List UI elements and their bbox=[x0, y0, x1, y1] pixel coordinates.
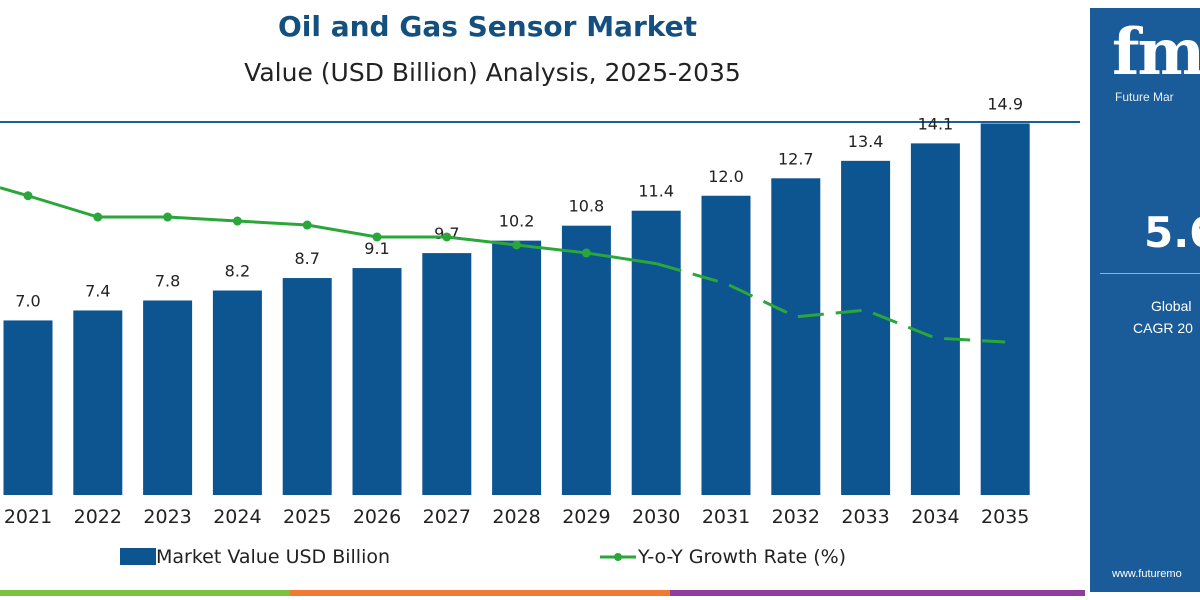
bar-value-label-2034: 14.1 bbox=[918, 114, 954, 133]
bar-2033 bbox=[841, 160, 891, 495]
bar-2024 bbox=[212, 290, 262, 495]
x-tick-label-2030: 2030 bbox=[632, 506, 680, 528]
x-tick-label-2025: 2025 bbox=[283, 506, 331, 528]
stripe-green bbox=[0, 590, 290, 596]
global-label: Global bbox=[1151, 298, 1192, 314]
header-divider bbox=[0, 121, 1080, 123]
growth-line-solid bbox=[27, 194, 657, 266]
growth-point-2026 bbox=[372, 232, 382, 242]
growth-line-lead-in bbox=[0, 186, 29, 198]
growth-point-2029 bbox=[581, 248, 591, 258]
x-tick-label-2031: 2031 bbox=[702, 506, 750, 528]
bar-2022 bbox=[73, 310, 123, 495]
x-tick-label-2035: 2035 bbox=[981, 506, 1029, 528]
brand-name: Future Mar bbox=[1115, 90, 1174, 104]
chart-title: Oil and Gas Sensor Market bbox=[277, 10, 697, 43]
x-tick-label-2033: 2033 bbox=[841, 506, 889, 528]
stripe-orange bbox=[290, 590, 670, 596]
growth-point-2027 bbox=[442, 232, 452, 242]
bar-2028 bbox=[492, 240, 542, 495]
x-tick-label-2028: 2028 bbox=[492, 506, 540, 528]
chart-subtitle: Value (USD Billion) Analysis, 2025-2035 bbox=[244, 58, 741, 87]
bar-value-label-2029: 10.8 bbox=[569, 197, 605, 216]
sidebar-card: fm Future Mar 5.6 Global CAGR 20 www.fut… bbox=[1090, 8, 1200, 592]
bar-value-label-2021: 7.0 bbox=[15, 291, 40, 310]
legend-line-swatch bbox=[600, 553, 636, 561]
cagr-label: CAGR 20 bbox=[1133, 320, 1193, 336]
bar-2021 bbox=[3, 320, 53, 495]
bar-value-label-2024: 8.2 bbox=[225, 262, 250, 281]
bar-2034 bbox=[910, 143, 960, 495]
bar-2025 bbox=[282, 278, 332, 495]
legend-item-growth-rate: Y-o-Y Growth Rate (%) bbox=[598, 545, 898, 569]
bar-value-label-2033: 13.4 bbox=[848, 132, 884, 151]
bar-2026 bbox=[352, 268, 402, 495]
bar-value-label-2026: 9.1 bbox=[364, 239, 389, 258]
bar-value-label-2031: 12.0 bbox=[708, 167, 744, 186]
x-tick-label-2021: 2021 bbox=[4, 506, 52, 528]
bar-2032 bbox=[771, 178, 821, 495]
x-tick-label-2034: 2034 bbox=[911, 506, 959, 528]
bar-2030 bbox=[631, 210, 681, 495]
bar-value-label-2028: 10.2 bbox=[499, 212, 535, 231]
sidebar-divider bbox=[1100, 273, 1200, 274]
x-tick-label-2026: 2026 bbox=[353, 506, 401, 528]
bar-2029 bbox=[561, 225, 611, 496]
growth-point-2025 bbox=[302, 220, 312, 230]
bar-line-chart: 7.0 2021 7.4 2022 7.8 2023 8.2 2024 8.7 2025 9.1 20… bbox=[0, 94, 1030, 528]
x-tick-label-2027: 2027 bbox=[423, 506, 471, 528]
bar-2031 bbox=[701, 195, 751, 495]
legend-label-market-value: Market Value USD Billion bbox=[156, 546, 391, 568]
cagr-value: 5.6 bbox=[1144, 208, 1200, 257]
growth-point-2028 bbox=[512, 240, 522, 250]
bar-value-label-2035: 14.9 bbox=[987, 94, 1023, 113]
sidebar-panel: fm Future Mar 5.6 Global CAGR 20 www.fut… bbox=[1085, 0, 1200, 600]
growth-line-dashed bbox=[655, 262, 1006, 344]
x-tick-label-2029: 2029 bbox=[562, 506, 610, 528]
legend-label-growth-rate: Y-o-Y Growth Rate (%) bbox=[638, 546, 847, 568]
stripe-purple bbox=[670, 590, 1085, 596]
growth-point-2024 bbox=[232, 216, 242, 226]
legend-item-market-value: Market Value USD Billion bbox=[120, 545, 420, 569]
bar-value-label-2032: 12.7 bbox=[778, 149, 814, 168]
legend-bar-swatch bbox=[120, 548, 156, 565]
growth-point-2021 bbox=[23, 191, 33, 201]
bar-2027 bbox=[422, 253, 472, 495]
bar-2035 bbox=[980, 123, 1030, 496]
bar-value-label-2030: 11.4 bbox=[638, 182, 674, 201]
growth-point-2023 bbox=[163, 212, 173, 222]
x-tick-label-2022: 2022 bbox=[74, 506, 122, 528]
bar-value-label-2022: 7.4 bbox=[85, 281, 110, 300]
bar-value-label-2023: 7.8 bbox=[155, 271, 180, 290]
brand-logo: fm bbox=[1112, 15, 1200, 90]
x-tick-label-2024: 2024 bbox=[213, 506, 261, 528]
bar-value-label-2025: 8.7 bbox=[294, 249, 319, 268]
x-tick-label-2023: 2023 bbox=[143, 506, 191, 528]
growth-point-2022 bbox=[93, 212, 103, 222]
chart-panel: Oil and Gas Sensor Market Value (USD Bil… bbox=[0, 10, 1085, 596]
website-link[interactable]: www.futuremo bbox=[1112, 568, 1182, 580]
x-tick-label-2032: 2032 bbox=[772, 506, 820, 528]
bar-2023 bbox=[143, 300, 193, 495]
